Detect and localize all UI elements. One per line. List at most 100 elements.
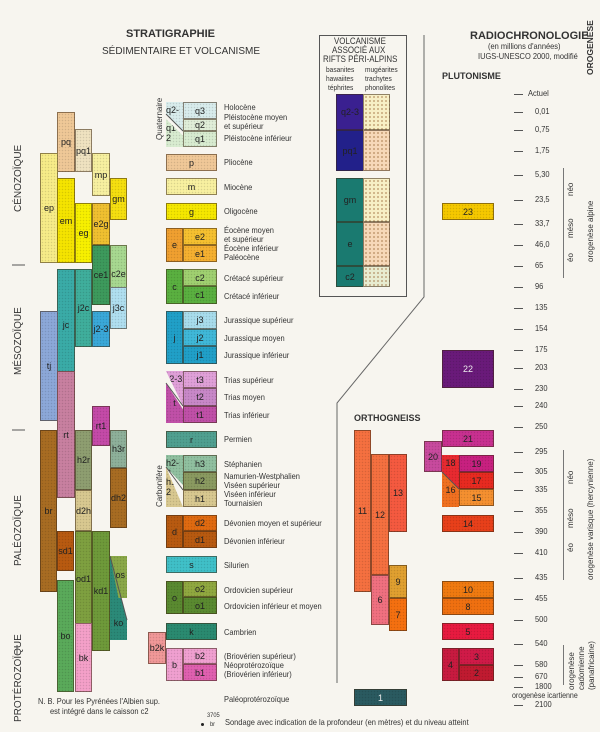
unit-label: eg xyxy=(78,228,89,238)
volc-col1-a: basanites xyxy=(326,65,355,74)
age-label: 305 xyxy=(535,466,548,476)
volc-e: e xyxy=(336,222,364,266)
period-label: Jurassique supérieur xyxy=(224,315,294,325)
unit-box-mp: mp xyxy=(92,153,110,196)
radiochronology-sub1: (en millions d'années) xyxy=(488,41,561,51)
age-tick xyxy=(514,472,523,473)
age-tick xyxy=(514,350,523,351)
unit-label: ep xyxy=(43,203,54,213)
unit-label: rt1 xyxy=(95,421,107,431)
unit-box-eg: eg xyxy=(75,203,92,263)
unit-label: bk xyxy=(78,652,89,663)
unit-box-rt1: rt1 xyxy=(92,406,110,446)
period-label: Dévonien inférieur xyxy=(224,536,285,546)
unit-box-od1: od1 xyxy=(75,531,92,626)
age-label: 33,7 xyxy=(535,218,550,228)
unit-label: b xyxy=(171,659,177,670)
volc-pattern xyxy=(363,94,390,130)
age-tick xyxy=(514,112,523,113)
unit-box-r: r xyxy=(166,431,217,448)
unit-label: pq xyxy=(60,137,71,147)
unit-box-ep: ep xyxy=(40,153,58,263)
age-tick xyxy=(514,599,523,600)
age-label: 1,75 xyxy=(535,145,550,155)
unit-box-n17: 17 xyxy=(459,472,494,489)
unit-label: r xyxy=(190,434,193,445)
alpine-meso: méso xyxy=(566,218,575,238)
unit-box-h2: h2 xyxy=(183,472,217,490)
period-label: Crétacé supérieur xyxy=(224,273,284,283)
unit-label: s xyxy=(189,559,194,570)
period-label: Silurien xyxy=(224,560,249,570)
unit-box-d2: d2 xyxy=(183,515,217,531)
alpine-orogeny: orogenèse alpine xyxy=(586,200,595,262)
age-label: 0,01 xyxy=(535,106,550,116)
variscan-neo: néo xyxy=(566,470,575,484)
age-label: 240 xyxy=(535,400,548,410)
age-tick xyxy=(514,308,523,309)
unit-box-d1: d1 xyxy=(183,531,217,548)
unit-box-n10: 10 xyxy=(442,581,494,598)
age-tick xyxy=(514,175,523,176)
age-tick xyxy=(514,287,523,288)
age-label: 410 xyxy=(535,547,548,557)
unit-box-j2c: j2c xyxy=(75,269,92,347)
period-label: Pléistocène inférieur xyxy=(224,133,292,143)
unit-label: 16 xyxy=(445,484,456,495)
unit-label: gm xyxy=(112,194,125,204)
unit-label: k xyxy=(189,626,194,637)
volc-label: c2 xyxy=(345,271,355,282)
unit-label: 3 xyxy=(473,651,479,662)
cadomian-orogeny-2: cadomienne xyxy=(577,646,586,690)
alpine-bracket xyxy=(563,168,564,278)
unit-label: b2 xyxy=(194,651,205,661)
unit-label: 23 xyxy=(462,206,473,217)
age-tick xyxy=(514,406,523,407)
unit-label: 8 xyxy=(465,601,471,612)
unit-box-p: p xyxy=(166,154,217,171)
unit-label: 13 xyxy=(392,488,403,498)
stratigraphy-subtitle: SÉDIMENTAIRE ET VOLCANISME xyxy=(102,46,260,57)
volcanism-panel xyxy=(319,35,407,297)
unit-label: j2 xyxy=(196,332,204,343)
volc-pq1: pq1 xyxy=(336,130,364,171)
age-tick xyxy=(514,266,523,267)
period-label: Namurien-Westphalien xyxy=(224,471,300,481)
period-label: et supérieur xyxy=(224,234,264,244)
unit-label: j1 xyxy=(196,350,204,360)
unit-box-bo: bo xyxy=(57,580,74,692)
alpine-eo: éo xyxy=(566,253,575,262)
unit-label: d2h xyxy=(75,505,92,516)
period-label: Ordovicien supérieur xyxy=(224,585,294,595)
borehole-level: br xyxy=(210,721,216,728)
volc-col1-c: téphrites xyxy=(328,83,354,92)
volcanism-title-3: RIFTS PÉRI-ALPINS xyxy=(323,54,398,64)
unit-label: h2r xyxy=(76,455,90,465)
unit-label: p xyxy=(188,157,194,168)
unit-label: ko xyxy=(113,618,124,628)
unit-box-t3: t3 xyxy=(183,371,217,388)
age-tick xyxy=(514,553,523,554)
age-tick xyxy=(514,452,523,453)
cadomian-orogeny-3: (panafricaine) xyxy=(587,641,596,690)
unit-box-n1: 1 xyxy=(354,689,407,706)
period-label: Jurassique inférieur xyxy=(224,350,290,360)
unit-box-n22: 22 xyxy=(442,350,494,388)
unit-box-h2r: h2r xyxy=(75,430,92,490)
unit-label: g xyxy=(188,206,194,217)
unit-label: q1 xyxy=(194,134,205,144)
age-tick xyxy=(514,245,523,246)
unit-label: j3 xyxy=(196,315,204,325)
volc-gm: gm xyxy=(336,178,364,222)
unit-label: t1 xyxy=(196,409,204,420)
period-label: (Briovérien supérieur) xyxy=(224,651,296,661)
age-label: 175 xyxy=(535,344,548,354)
unit-box-j3c: j3c xyxy=(110,287,127,329)
age-label: 230 xyxy=(535,383,548,393)
period-label: Oligocène xyxy=(224,206,258,216)
age-label: 580 xyxy=(535,659,548,669)
unit-box-n11: 11 xyxy=(354,430,371,592)
volc-label: gm xyxy=(343,195,357,205)
unit-box-o2: o2 xyxy=(183,581,217,597)
unit-box-j: j xyxy=(166,311,183,364)
